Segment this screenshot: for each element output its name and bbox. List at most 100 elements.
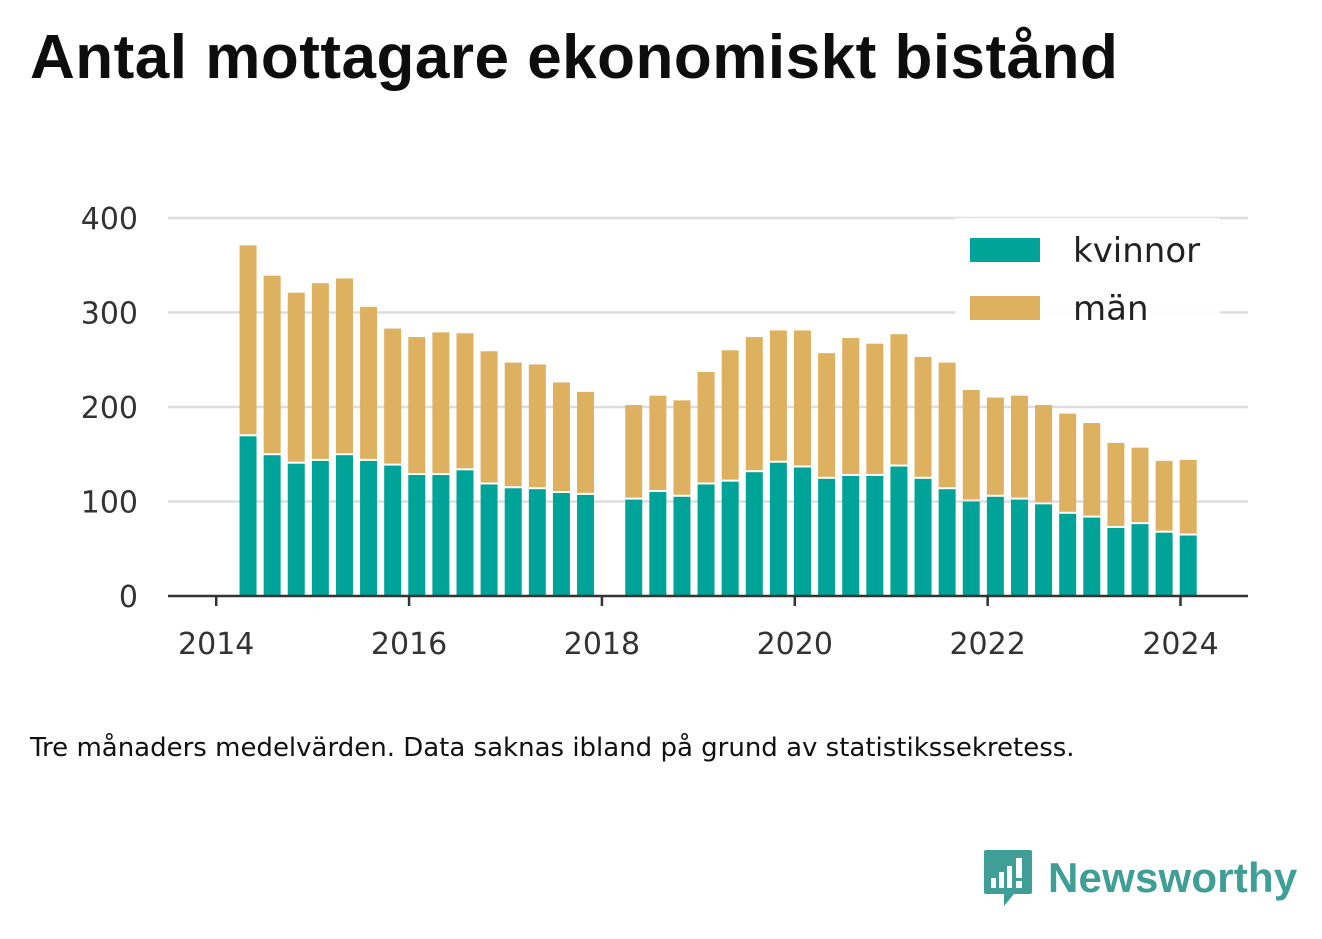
newsworthy-logo-icon — [984, 850, 1032, 906]
bar-kvinnor — [577, 494, 595, 596]
bar-kvinnor — [480, 484, 498, 596]
bar-man — [890, 334, 908, 465]
bar-man — [1107, 442, 1125, 526]
bar-man — [1010, 395, 1028, 498]
bar-kvinnor — [697, 484, 715, 596]
chart-title: Antal mottagare ekonomiskt bistånd — [30, 23, 1119, 92]
y-tick-label: 200 — [81, 391, 138, 426]
legend: kvinnor män — [955, 218, 1220, 336]
bar-man — [1059, 413, 1077, 512]
bar-man — [480, 351, 498, 483]
bar-man — [456, 333, 474, 469]
bar-kvinnor — [769, 462, 787, 596]
bar-man — [577, 391, 595, 493]
bar-kvinnor — [1179, 535, 1197, 596]
stacked-bar-chart: 0 100 200 300 400 2014 2016 2018 2020 2022 2024 k… — [81, 202, 1248, 662]
bar-kvinnor — [1059, 513, 1077, 596]
y-axis-ticks: 0 100 200 300 400 — [81, 202, 138, 615]
x-tick-label: 2018 — [564, 627, 640, 662]
bar-kvinnor — [649, 492, 667, 596]
bar-man — [1179, 459, 1197, 534]
bar-kvinnor — [914, 478, 932, 596]
bar-man — [986, 397, 1004, 495]
x-tick-label: 2016 — [371, 627, 447, 662]
bar-kvinnor — [1107, 527, 1125, 596]
bar-kvinnor — [408, 475, 426, 596]
bar-man — [745, 337, 763, 471]
legend-swatch-man — [970, 296, 1040, 320]
bar-kvinnor — [1131, 524, 1149, 596]
bar-kvinnor — [311, 460, 329, 596]
bar-man — [1155, 460, 1173, 531]
bar-kvinnor — [384, 465, 402, 596]
bar-kvinnor — [842, 475, 860, 596]
bar-kvinnor — [866, 475, 884, 596]
bar-kvinnor — [432, 475, 450, 596]
bar-man — [914, 356, 932, 477]
brand-logo[interactable]: Newsworthy — [982, 848, 1297, 908]
bar-man — [866, 343, 884, 474]
x-tick-label: 2024 — [1142, 627, 1218, 662]
bar-man — [432, 332, 450, 474]
bar-man — [360, 306, 378, 459]
bar-kvinnor — [962, 501, 980, 596]
bar-kvinnor — [986, 496, 1004, 596]
bar-man — [794, 330, 811, 466]
bar-man — [528, 364, 546, 488]
bar-kvinnor — [552, 492, 570, 596]
bar-man — [818, 353, 836, 477]
bar-man — [1131, 447, 1149, 523]
footnote: Tre månaders medelvärden. Data saknas ib… — [30, 733, 1075, 763]
legend-swatch-kvinnor — [970, 238, 1040, 262]
bar-man — [1035, 405, 1053, 503]
bar-kvinnor — [625, 499, 643, 596]
y-tick-label: 300 — [81, 297, 138, 332]
bar-kvinnor — [745, 472, 763, 596]
legend-label: män — [1073, 289, 1149, 329]
bar-kvinnor — [1083, 517, 1101, 596]
bar-kvinnor — [360, 460, 378, 596]
bar-man — [842, 338, 860, 474]
x-tick-label: 2020 — [757, 627, 833, 662]
bar-man — [287, 292, 305, 462]
bar-kvinnor — [794, 467, 811, 596]
y-tick-label: 100 — [81, 486, 138, 521]
bar-kvinnor — [938, 489, 956, 596]
x-axis: 2014 2016 2018 2020 2022 2024 — [168, 594, 1248, 662]
x-tick-label: 2014 — [178, 627, 254, 662]
bar-man — [962, 389, 980, 500]
bar-man — [938, 362, 956, 488]
y-tick-label: 0 — [119, 580, 138, 615]
bar-kvinnor — [818, 478, 836, 596]
bar-kvinnor — [1155, 532, 1173, 596]
legend-label: kvinnor — [1073, 231, 1200, 271]
bar-man — [625, 405, 643, 498]
bar-man — [263, 275, 281, 454]
x-tick-label: 2022 — [949, 627, 1025, 662]
bar-kvinnor — [673, 496, 691, 596]
bar-kvinnor — [335, 455, 353, 596]
bar-man — [311, 283, 329, 459]
bar-man — [697, 372, 715, 483]
y-tick-label: 400 — [81, 202, 138, 237]
bar-kvinnor — [239, 436, 257, 596]
brand-name: Newsworthy — [1048, 854, 1298, 901]
bar-man — [1083, 423, 1101, 516]
bar-kvinnor — [1035, 504, 1053, 596]
bar-man — [721, 350, 739, 480]
bar-kvinnor — [287, 463, 305, 596]
bar-man — [649, 395, 667, 491]
bar-kvinnor — [528, 489, 546, 596]
bar-kvinnor — [721, 481, 739, 596]
bars — [239, 245, 1197, 596]
bar-man — [408, 337, 426, 474]
bar-man — [769, 330, 787, 461]
bar-man — [384, 328, 402, 464]
bar-man — [335, 278, 353, 454]
bar-man — [239, 245, 257, 435]
bar-man — [504, 362, 522, 487]
bar-kvinnor — [890, 466, 908, 596]
bar-kvinnor — [456, 470, 474, 596]
bar-kvinnor — [1010, 499, 1028, 596]
bar-man — [673, 400, 691, 495]
